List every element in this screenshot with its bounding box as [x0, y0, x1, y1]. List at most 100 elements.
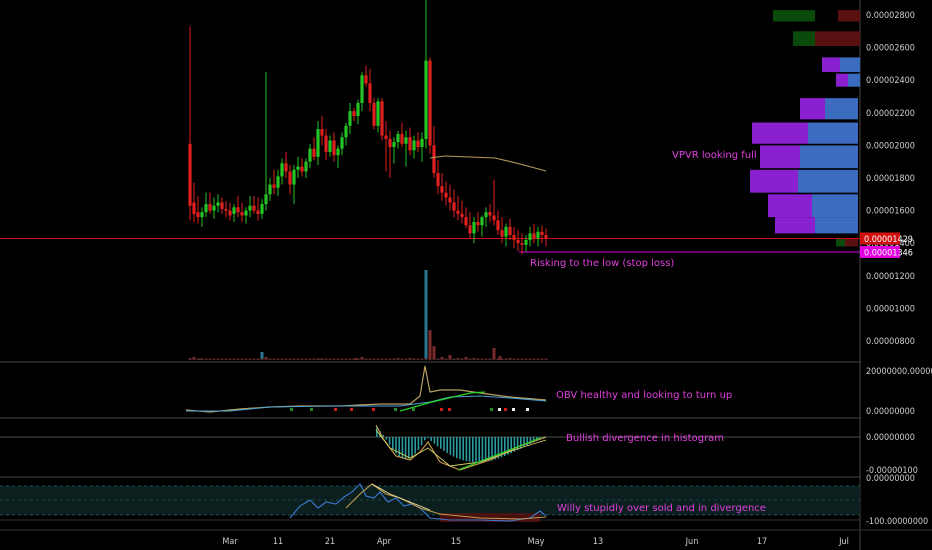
volume-bar	[198, 358, 202, 360]
volume-bar	[318, 359, 322, 360]
price-tick-label: 0.00001200	[866, 272, 915, 282]
candle-body	[424, 60, 428, 139]
volume-bar	[520, 358, 524, 360]
volume-bar	[232, 358, 236, 360]
volume-bar	[340, 358, 344, 360]
candle-body	[488, 212, 492, 216]
macd-histogram-bar	[385, 437, 388, 440]
vpvr-bar-down	[815, 217, 858, 234]
volume-bar	[440, 358, 444, 360]
candle-body	[212, 205, 216, 211]
candle-body	[384, 135, 388, 139]
macd-histogram-bar	[465, 437, 468, 462]
willy-band	[0, 486, 860, 515]
candle-body	[284, 163, 288, 172]
candle-body	[268, 184, 272, 195]
candle-body	[272, 184, 276, 188]
volume-bar	[416, 358, 420, 360]
vpvr-bar-up	[836, 238, 845, 247]
volume-bar	[428, 358, 432, 360]
candle-body	[368, 83, 372, 104]
macd-histogram-bar	[436, 437, 439, 447]
price-tick-label: 0.00002600	[866, 44, 915, 54]
volume-bar	[200, 358, 204, 360]
volume-bar	[244, 358, 248, 360]
volume-bar	[452, 358, 456, 360]
vpvr-bar-down	[845, 238, 858, 247]
volume-bar	[260, 358, 264, 360]
macd-histogram-bar	[430, 437, 432, 441]
candle-body	[236, 207, 240, 213]
macd-histogram-bar	[488, 437, 490, 462]
candle-body	[276, 176, 280, 188]
candle-body	[340, 137, 344, 149]
macd-histogram-bar	[379, 431, 381, 437]
macd-histogram-bar	[388, 437, 391, 445]
macd-histogram-bar	[443, 437, 445, 451]
macd-histogram-bar	[382, 435, 384, 437]
macd-tick-label: -0.00000100	[866, 466, 918, 476]
macd-histogram-bar	[468, 437, 471, 462]
candle-body	[260, 204, 264, 214]
time-tick-label: Apr	[377, 537, 392, 547]
candle-body	[228, 210, 232, 216]
candle-body	[232, 207, 236, 214]
volume-bar	[308, 358, 312, 360]
willy-line	[289, 483, 547, 522]
volume-bar	[540, 358, 544, 360]
volume-bar	[444, 358, 448, 360]
volume-bar	[504, 358, 508, 360]
volume-bar	[536, 358, 540, 360]
price-tick-label: 0.00002800	[866, 11, 915, 21]
volume-bar	[472, 358, 476, 360]
volume-bar	[236, 358, 240, 360]
macd-histogram-bar	[523, 437, 525, 448]
stop-price-label: 0.00001346	[864, 249, 913, 259]
candle-body	[316, 129, 320, 157]
obv-trendline	[399, 391, 486, 412]
candle-body	[312, 148, 316, 157]
macd-trendline	[457, 437, 541, 471]
time-tick-label: May	[528, 537, 545, 547]
volume-bar	[480, 358, 484, 360]
macd-histogram-bar	[427, 437, 429, 439]
macd-histogram-bar	[446, 437, 448, 453]
current-price-label: 0.00001429	[864, 235, 913, 245]
candle-body	[492, 215, 496, 221]
vpvr-bar-up	[822, 57, 840, 73]
willy-tick-label: 0.00000000	[866, 474, 915, 484]
macd-histogram-bar	[516, 437, 519, 451]
candle-body	[404, 137, 408, 144]
macd-histogram-bar	[532, 437, 535, 443]
volume-bar	[212, 358, 216, 360]
volume-bar	[248, 358, 252, 360]
vpvr-bar-up	[793, 31, 815, 46]
volume-bar	[408, 358, 412, 360]
volume-bar	[272, 358, 276, 360]
volume-bar	[432, 346, 436, 360]
price-tick-label: 0.00001800	[866, 174, 915, 184]
obv-tick-label: 0.00000000	[866, 407, 915, 417]
macd-histogram-bar	[481, 437, 484, 463]
volume-bar	[224, 358, 228, 360]
volume-bar	[508, 358, 512, 360]
candle-body	[456, 210, 460, 214]
candle-body	[540, 231, 544, 236]
willy-trendline	[371, 483, 431, 511]
candle-body	[480, 217, 484, 226]
macd-histogram-bar	[484, 437, 487, 462]
volume-bar	[484, 358, 488, 360]
candle-body	[464, 217, 468, 226]
volume-bar	[492, 358, 496, 360]
volume-bar	[332, 358, 336, 360]
volume-bar	[498, 356, 502, 360]
candle-body	[244, 210, 248, 216]
vpvr-bar-down	[838, 10, 860, 22]
candle-body	[504, 226, 508, 237]
macd-histogram-bar	[462, 437, 464, 461]
time-tick-label: 11	[273, 537, 283, 547]
volume-bar	[516, 358, 520, 360]
annotation-obv: OBV healthy and looking to turn up	[556, 390, 732, 401]
